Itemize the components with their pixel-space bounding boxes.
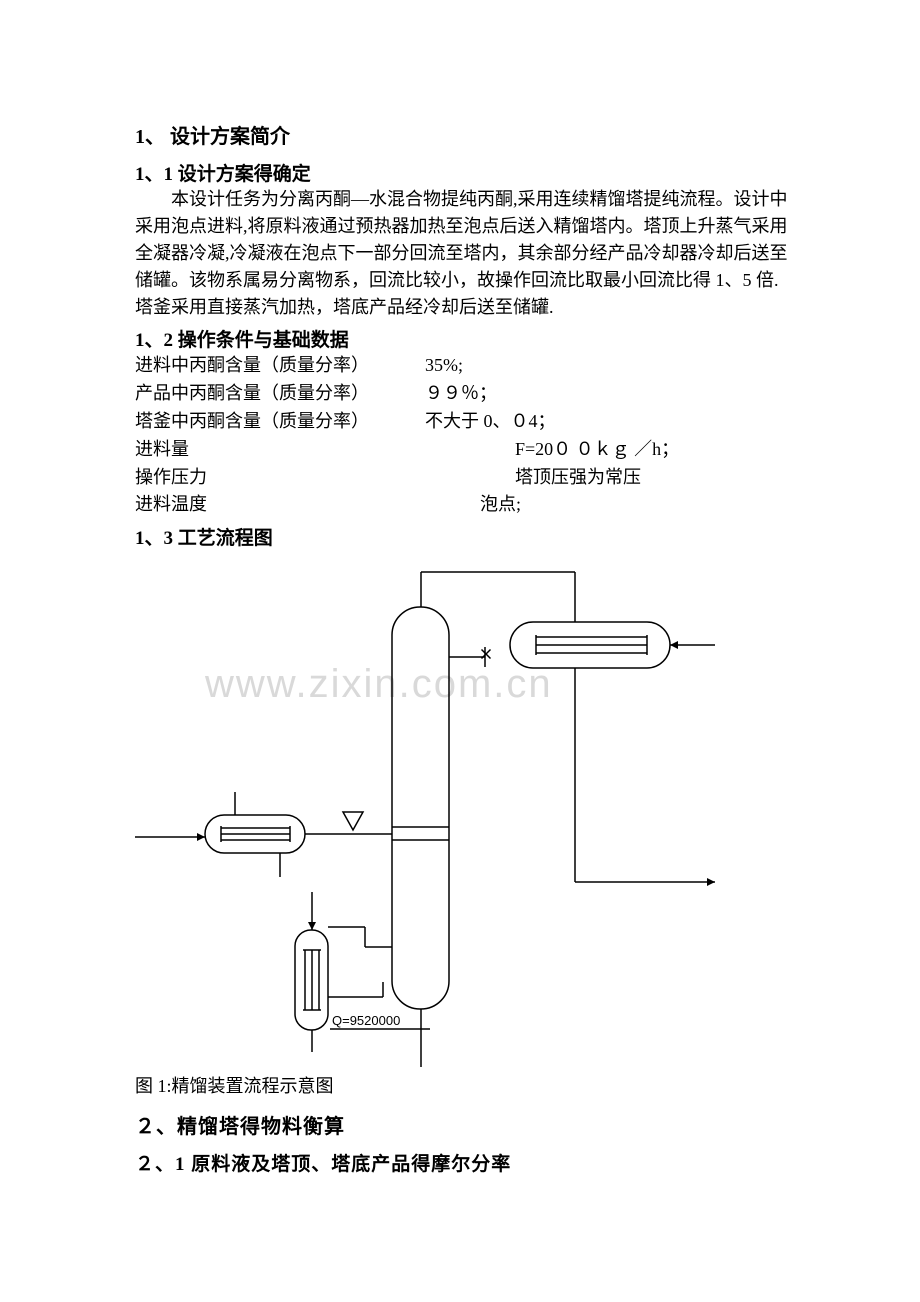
data-label: 进料中丙酮含量（质量分率） bbox=[135, 352, 425, 380]
figure-1-caption: 图 1:精馏装置流程示意图 bbox=[135, 1072, 790, 1098]
data-label: 进料量 bbox=[135, 436, 425, 464]
data-row: 进料温度泡点; bbox=[135, 491, 790, 519]
section-2-title: ２、精馏塔得物料衡算 bbox=[135, 1110, 790, 1139]
data-row: 进料量F=20０ ０ｋｇ ／h； bbox=[135, 436, 790, 464]
data-label: 进料温度 bbox=[135, 491, 425, 519]
svg-text:Q=9520000: Q=9520000 bbox=[332, 1013, 400, 1028]
subsection-1-1-title: 1、1 设计方案得确定 bbox=[135, 159, 790, 186]
data-value: ９９％； bbox=[425, 380, 790, 408]
subsection-2-1-title: ２、1 原料液及塔顶、塔底产品得摩尔分率 bbox=[135, 1149, 790, 1176]
flow-diagram-svg: Q=9520000 bbox=[135, 552, 755, 1067]
operating-conditions-list: 进料中丙酮含量（质量分率）35%;产品中丙酮含量（质量分率） ９９％；塔釜中丙酮… bbox=[135, 352, 790, 519]
data-value: 35%; bbox=[425, 352, 790, 380]
data-value: 塔顶压强为常压 bbox=[425, 464, 790, 492]
section-1-title: 1、 设计方案简介 bbox=[135, 120, 790, 149]
data-label: 操作压力 bbox=[135, 464, 425, 492]
data-row: 操作压力塔顶压强为常压 bbox=[135, 464, 790, 492]
data-row: 塔釜中丙酮含量（质量分率）不大于 0、０4； bbox=[135, 408, 790, 436]
paragraph-1-1: 本设计任务为分离丙酮—水混合物提纯丙酮,采用连续精馏塔提纯流程。设计中采用泡点进… bbox=[135, 186, 790, 321]
data-value: 泡点; bbox=[425, 491, 790, 519]
subsection-1-2-title: 1、2 操作条件与基础数据 bbox=[135, 325, 790, 352]
data-label: 产品中丙酮含量（质量分率） bbox=[135, 380, 425, 408]
data-row: 进料中丙酮含量（质量分率）35%; bbox=[135, 352, 790, 380]
subsection-1-3-title: 1、3 工艺流程图 bbox=[135, 523, 790, 550]
data-value: 不大于 0、０4； bbox=[425, 408, 790, 436]
process-flow-diagram: www.zixin.com.cn Q=9520000 bbox=[135, 552, 755, 1067]
data-row: 产品中丙酮含量（质量分率） ９９％； bbox=[135, 380, 790, 408]
data-value: F=20０ ０ｋｇ ／h； bbox=[425, 436, 790, 464]
data-label: 塔釜中丙酮含量（质量分率） bbox=[135, 408, 425, 436]
